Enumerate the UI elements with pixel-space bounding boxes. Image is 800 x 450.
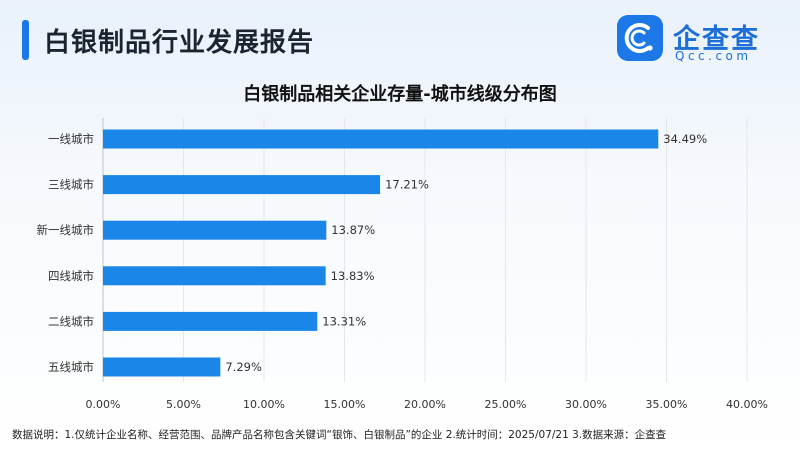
x-tick-label: 30.00% [565,398,607,411]
x-tick-label: 40.00% [726,398,768,411]
bar [103,311,318,331]
category-label: 五线城市 [48,360,94,374]
bar [103,175,381,195]
qcc-logo-icon [617,15,663,61]
x-tick-label: 15.00% [324,398,366,411]
x-tick-label: 25.00% [485,398,527,411]
footnote: 数据说明：1.仅统计企业名称、经营范围、品牌产品名称包含关键词“银饰、白银制品”… [12,429,667,441]
data-label: 34.49% [663,132,707,146]
data-label: 13.87% [331,223,375,237]
logo-subtitle: Qcc.com [675,49,752,63]
x-tick-label: 20.00% [404,398,446,411]
x-tick-label: 10.00% [243,398,285,411]
bar [103,220,327,240]
category-label: 一线城市 [48,132,94,146]
category-label: 新一线城市 [37,223,95,237]
logo-glyph-icon [624,23,653,53]
category-label: 二线城市 [48,314,94,328]
chart-title: 白银制品相关企业存量-城市线级分布图 [243,84,557,105]
report-title: 白银制品行业发展报告 [44,28,315,58]
bar [103,357,221,377]
qcc-logo: 企查查 Qcc.com [617,15,777,65]
logo-name: 企查查 [673,24,760,55]
data-label: 13.83% [331,269,375,283]
data-label: 17.21% [385,178,429,192]
x-tick-label: 35.00% [646,398,688,411]
data-label: 7.29% [225,360,262,374]
bar [103,266,326,286]
title-accent-bar [22,20,29,60]
data-label: 13.31% [322,314,366,328]
category-label: 四线城市 [48,269,94,283]
x-tick-label: 0.00% [86,398,121,411]
category-label: 三线城市 [48,178,94,192]
bar [103,129,659,149]
x-tick-label: 5.00% [166,398,201,411]
